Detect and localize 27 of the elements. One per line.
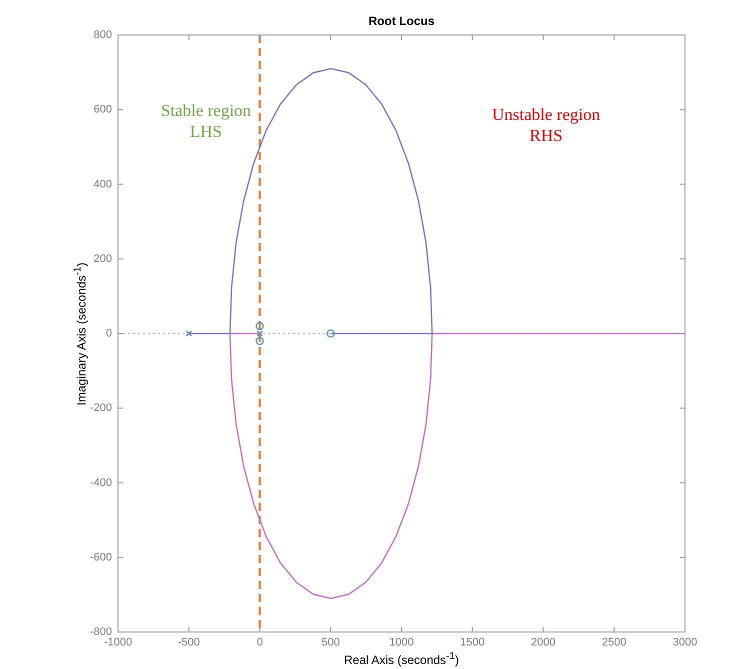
x-tick-label: 3000 — [672, 636, 698, 649]
x-tick-label: 2500 — [602, 636, 626, 649]
y-tick-label: -400 — [90, 476, 112, 489]
chart-title: Root Locus — [368, 14, 434, 28]
point — [186, 330, 192, 337]
x-tick-label: 2000 — [531, 636, 556, 649]
x-tick-label: 1500 — [460, 636, 485, 649]
point — [256, 322, 264, 330]
y-tick-label: 0 — [106, 328, 112, 340]
y-tick-label: 600 — [94, 104, 112, 116]
x-tick-label: 500 — [321, 636, 340, 649]
y-tick-label: 400 — [94, 178, 112, 190]
y-tick-label: -600 — [90, 551, 112, 564]
point — [326, 329, 335, 338]
x-tick-label: 1000 — [389, 636, 414, 649]
annotation: Unstable region RHS — [492, 104, 600, 146]
y-tick-label: -200 — [90, 402, 112, 414]
point — [256, 336, 264, 346]
point — [256, 330, 263, 337]
y-tick-label: 200 — [94, 252, 112, 265]
x-axis-title: Real Axis (seconds$^{-1}$) — [344, 651, 459, 667]
x-tick-label: 0 — [256, 636, 263, 649]
y-tick-label: 800 — [94, 29, 112, 42]
annotation: Stable region LHS — [160, 100, 252, 142]
x-tick-label: -1000 — [104, 636, 132, 649]
y-tick-label: -800 — [90, 626, 112, 638]
x-tick-label: -500 — [178, 636, 200, 649]
